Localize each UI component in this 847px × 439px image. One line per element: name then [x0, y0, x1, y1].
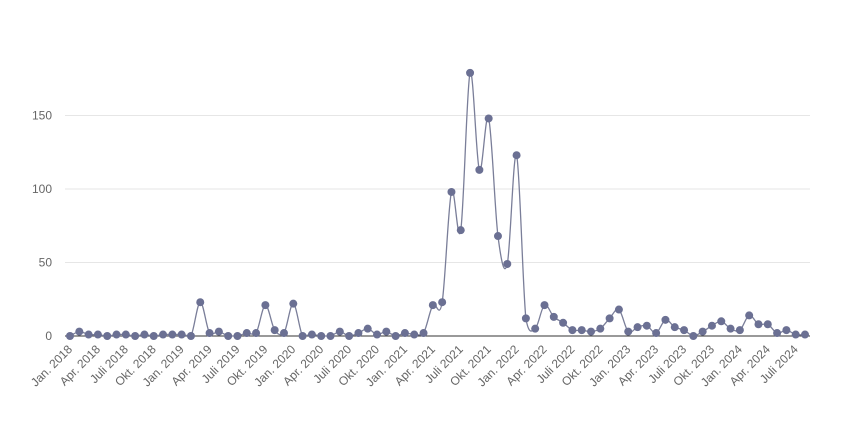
data-point[interactable]	[745, 311, 754, 320]
data-point[interactable]	[279, 329, 288, 338]
data-point[interactable]	[633, 323, 642, 332]
data-point[interactable]	[484, 114, 493, 123]
y-tick-label: 100	[32, 182, 52, 196]
data-point[interactable]	[84, 330, 93, 339]
data-point[interactable]	[698, 327, 707, 336]
data-point[interactable]	[587, 327, 596, 336]
y-axis-ticks: 0 50 100 150	[32, 109, 52, 344]
data-point[interactable]	[773, 329, 782, 338]
data-point[interactable]	[75, 327, 84, 336]
data-point[interactable]	[782, 326, 791, 335]
data-point[interactable]	[326, 332, 335, 340]
series-line	[69, 72, 806, 337]
data-point[interactable]	[661, 315, 670, 324]
data-point[interactable]	[307, 330, 316, 339]
data-point[interactable]	[791, 330, 800, 339]
data-point[interactable]	[624, 327, 633, 336]
data-point[interactable]	[419, 329, 428, 338]
data-point[interactable]	[456, 226, 465, 235]
data-point[interactable]	[438, 298, 447, 307]
data-point[interactable]	[763, 320, 772, 329]
data-point[interactable]	[726, 324, 735, 333]
data-point[interactable]	[652, 329, 661, 338]
data-point[interactable]	[735, 326, 744, 335]
data-point[interactable]	[112, 330, 121, 339]
data-point[interactable]	[177, 330, 186, 339]
data-point[interactable]	[549, 312, 558, 321]
data-point[interactable]	[400, 329, 409, 338]
data-point[interactable]	[168, 330, 177, 339]
data-point[interactable]	[242, 329, 251, 338]
data-point[interactable]	[568, 326, 577, 335]
data-point[interactable]	[512, 151, 521, 160]
data-point[interactable]	[503, 259, 512, 268]
data-point[interactable]	[103, 332, 112, 340]
data-point[interactable]	[214, 327, 223, 336]
data-point[interactable]	[159, 330, 168, 339]
data-point[interactable]	[121, 330, 130, 339]
data-point[interactable]	[149, 332, 158, 340]
data-point[interactable]	[354, 329, 363, 338]
data-point[interactable]	[363, 324, 372, 333]
data-point[interactable]	[754, 320, 763, 329]
data-point[interactable]	[447, 187, 456, 196]
data-point[interactable]	[559, 318, 568, 327]
data-point[interactable]	[261, 301, 270, 310]
data-point[interactable]	[317, 332, 326, 340]
data-point[interactable]	[270, 326, 279, 335]
data-point[interactable]	[614, 305, 623, 314]
data-point[interactable]	[66, 332, 74, 340]
data-point[interactable]	[233, 332, 242, 340]
data-point[interactable]	[131, 332, 140, 340]
data-point[interactable]	[689, 332, 698, 340]
data-point[interactable]	[428, 301, 437, 310]
grid-lines	[65, 115, 810, 337]
data-point[interactable]	[493, 232, 502, 241]
data-point[interactable]	[410, 330, 419, 339]
data-point[interactable]	[373, 330, 382, 339]
data-point[interactable]	[382, 327, 391, 336]
data-point[interactable]	[140, 330, 149, 339]
data-point[interactable]	[186, 332, 195, 340]
data-points	[66, 68, 809, 340]
data-point[interactable]	[707, 321, 716, 330]
data-point[interactable]	[596, 324, 605, 333]
data-point[interactable]	[196, 298, 205, 307]
data-point[interactable]	[670, 323, 679, 332]
data-point[interactable]	[642, 321, 651, 330]
data-point[interactable]	[335, 327, 344, 336]
data-point[interactable]	[391, 332, 400, 340]
data-point[interactable]	[521, 314, 530, 323]
data-point[interactable]	[205, 329, 214, 338]
data-point[interactable]	[466, 68, 475, 77]
data-point[interactable]	[289, 299, 298, 308]
data-point[interactable]	[717, 317, 726, 326]
data-point[interactable]	[475, 165, 484, 174]
data-point[interactable]	[577, 326, 586, 335]
data-point[interactable]	[531, 324, 540, 333]
data-point[interactable]	[93, 330, 102, 339]
data-point[interactable]	[540, 301, 549, 310]
data-point[interactable]	[345, 332, 354, 340]
data-point[interactable]	[801, 330, 809, 339]
y-tick-label: 0	[45, 329, 52, 343]
data-point[interactable]	[224, 332, 233, 340]
data-point[interactable]	[605, 314, 614, 323]
data-point[interactable]	[252, 329, 261, 338]
data-point[interactable]	[298, 332, 307, 340]
y-tick-label: 150	[32, 109, 52, 123]
y-tick-label: 50	[39, 256, 53, 270]
data-point[interactable]	[680, 326, 689, 335]
